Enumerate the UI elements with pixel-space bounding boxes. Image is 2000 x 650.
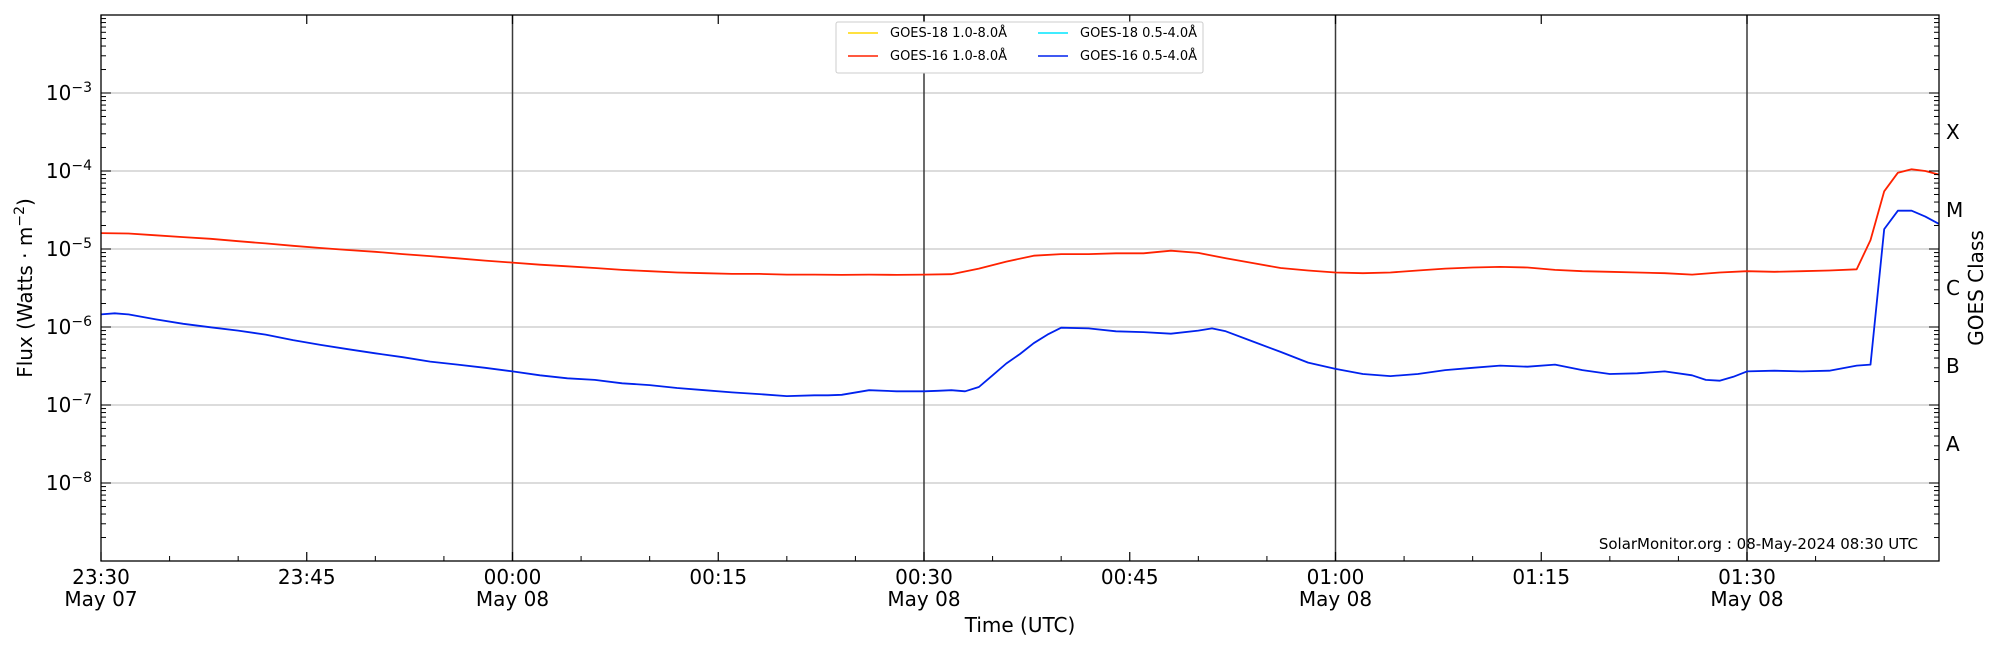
x-tick-label: 23:45	[278, 565, 336, 589]
x-axis-title: Time (UTC)	[964, 613, 1076, 637]
plot-series	[100, 168, 1940, 398]
legend-entry-goes-16-0-5-4-0: GOES-16 0.5-4.0Å	[1038, 48, 1197, 64]
series-line-goes-16-0-5-4-0	[100, 209, 1940, 398]
legend-entry-goes-18-0-5-4-0: GOES-18 0.5-4.0Å	[1038, 25, 1197, 41]
series-line-goes-16-1-0-8-0	[100, 168, 1940, 276]
goes-class-label-c: C	[1946, 276, 1960, 300]
legend-entry-goes-18-1-0-8-0: GOES-18 1.0-8.0Å	[848, 25, 1007, 41]
x-tick-label: 00:00	[484, 565, 542, 589]
y-tick-label: 10−4	[46, 158, 92, 183]
plot-frame	[100, 14, 1940, 562]
legend-entry-goes-16-1-0-8-0: GOES-16 1.0-8.0Å	[848, 48, 1007, 64]
x-tick-label: 00:45	[1101, 565, 1159, 589]
x-tick-date-label: May 08	[1299, 587, 1372, 611]
x-tick-label: 01:00	[1307, 565, 1365, 589]
grid-lines	[101, 92, 1939, 484]
legend: GOES-18 1.0-8.0Å GOES-16 1.0-8.0Å GOES-18 …	[835, 21, 1204, 74]
x-tick-label: 23:30	[72, 565, 130, 589]
legend-box	[835, 21, 1204, 74]
x-tick-label: 01:15	[1512, 565, 1570, 589]
goes-class-label-b: B	[1946, 354, 1960, 378]
y-tick-label: 10−5	[46, 236, 92, 261]
goes-class-axis-title: GOES Class	[1964, 230, 1988, 346]
day-separator-lines	[511, 15, 1748, 561]
y-axis-title: Flux (Watts · m−2)	[12, 198, 37, 378]
y-tick-label: 10−8	[46, 470, 92, 495]
legend-label: GOES-16 1.0-8.0Å	[890, 48, 1007, 64]
y-tick-label: 10−6	[46, 314, 92, 339]
goes-class-label-m: M	[1946, 198, 1963, 222]
y-tick-label: 10−7	[46, 392, 92, 417]
x-tick-date-label: May 08	[1710, 587, 1783, 611]
x-tick-label: 00:30	[895, 565, 953, 589]
legend-label: GOES-18 1.0-8.0Å	[890, 25, 1007, 41]
x-tick-date-label: May 07	[64, 587, 137, 611]
legend-label: GOES-16 0.5-4.0Å	[1080, 48, 1197, 64]
x-tick-label: 00:15	[689, 565, 747, 589]
y-tick-label: 10−3	[46, 80, 92, 105]
credit-text: SolarMonitor.org : 08-May-2024 08:30 UTC	[1599, 535, 1918, 553]
goes-class-label-x: X	[1946, 120, 1960, 144]
legend-label: GOES-18 0.5-4.0Å	[1080, 25, 1197, 41]
x-tick-date-label: May 08	[476, 587, 549, 611]
x-tick-label: 01:30	[1718, 565, 1776, 589]
y-axis-ticks: 10−8 10−7 10−6 10−5 10−4 10−3	[46, 18, 1939, 562]
x-tick-date-label: May 08	[887, 587, 960, 611]
goes-class-label-a: A	[1946, 432, 1960, 456]
goes-class-labels: A B C M X	[1946, 120, 1963, 456]
